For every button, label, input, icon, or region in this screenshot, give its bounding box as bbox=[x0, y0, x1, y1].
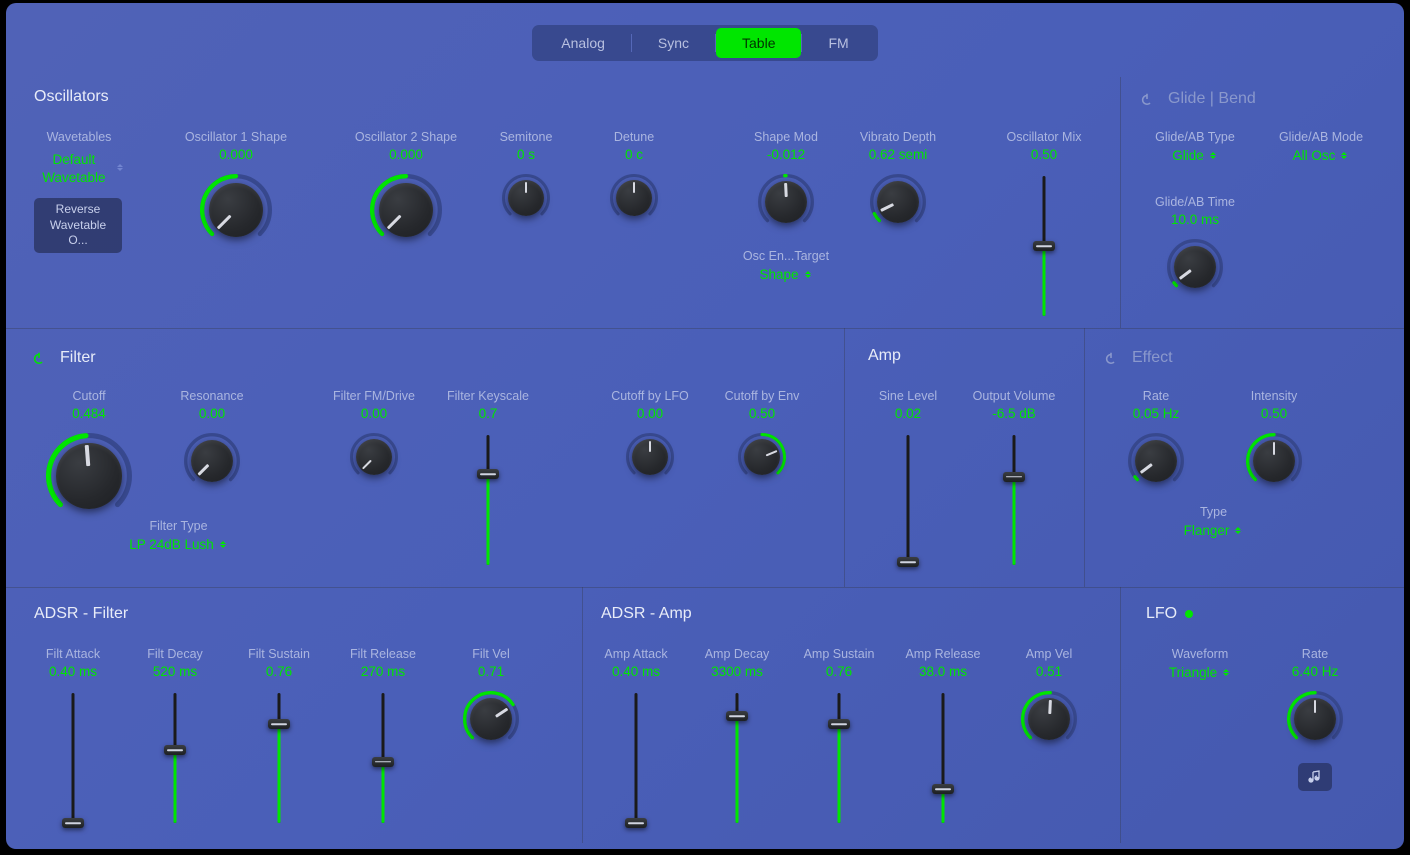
glide-type-select[interactable]: Glide/AB Type Glide bbox=[1140, 130, 1250, 165]
adsr-filter-title: ADSR - Filter bbox=[34, 605, 128, 623]
chevron-updown-icon bbox=[1208, 150, 1218, 162]
glide-power-button[interactable] bbox=[1136, 88, 1158, 110]
chevron-updown-icon bbox=[1339, 150, 1349, 162]
filt-sustain-slider[interactable]: Filt Sustain0.76 bbox=[234, 647, 324, 823]
power-icon bbox=[1104, 351, 1118, 365]
oscillator-mix-slider[interactable]: Oscillator Mix 0.50 bbox=[994, 130, 1094, 316]
oscillators-title: Oscillators bbox=[34, 88, 109, 106]
oscillator-1-shape-knob[interactable]: Oscillator 1 Shape 0.000 bbox=[166, 130, 306, 246]
filter-keyscale-slider[interactable]: Filter Keyscale 0.7 bbox=[438, 389, 538, 565]
tempo-sync-button[interactable] bbox=[1298, 763, 1332, 791]
vibrato-depth-knob[interactable]: Vibrato Depth 0.62 semi bbox=[848, 130, 948, 230]
amp-attack-slider[interactable]: Amp Attack0.40 ms bbox=[591, 647, 681, 823]
tab-group: Analog Sync Table FM bbox=[532, 25, 877, 61]
cutoff-by-lfo-knob[interactable]: Cutoff by LFO 0.00 bbox=[600, 389, 700, 481]
divider-v-effect bbox=[1084, 328, 1085, 587]
chevron-updown-icon bbox=[1233, 525, 1243, 537]
chevron-updown-icon bbox=[803, 269, 813, 281]
reverse-wavetable-button[interactable]: Reverse Wavetable O... bbox=[34, 198, 122, 253]
glide-mode-select[interactable]: Glide/AB Mode All Osc bbox=[1261, 130, 1381, 165]
tab-fm[interactable]: FM bbox=[802, 28, 874, 58]
filter-power-button[interactable] bbox=[28, 347, 50, 369]
divider-v-glide bbox=[1120, 77, 1121, 328]
divider-v-lfo bbox=[1120, 587, 1121, 843]
wavetables-value: Default Wavetable bbox=[34, 151, 114, 186]
power-icon bbox=[1140, 92, 1154, 106]
amp-sustain-slider[interactable]: Amp Sustain0.76 bbox=[794, 647, 884, 823]
lfo-waveform-select[interactable]: Waveform Triangle bbox=[1140, 647, 1260, 682]
adsr-amp-title: ADSR - Amp bbox=[601, 605, 692, 623]
filter-header: Filter bbox=[28, 347, 96, 369]
wavetables-select[interactable]: Wavetables Default Wavetable bbox=[34, 130, 124, 186]
amp-vel-knob[interactable]: Amp Vel0.51 bbox=[1004, 647, 1094, 747]
divider-h1 bbox=[6, 328, 1404, 329]
filt-release-slider[interactable]: Filt Release270 ms bbox=[338, 647, 428, 823]
divider-h2 bbox=[6, 587, 1404, 588]
amp-release-slider[interactable]: Amp Release38.0 ms bbox=[898, 647, 988, 823]
sine-level-slider[interactable]: Sine Level 0.02 bbox=[858, 389, 958, 565]
output-volume-slider[interactable]: Output Volume -6.5 dB bbox=[964, 389, 1064, 565]
filt-attack-slider[interactable]: Filt Attack0.40 ms bbox=[28, 647, 118, 823]
effect-intensity-knob[interactable]: Intensity 0.50 bbox=[1224, 389, 1324, 489]
synth-panel: Analog Sync Table FM Oscillators Wavetab… bbox=[6, 3, 1404, 849]
divider-v-amp bbox=[844, 328, 845, 587]
power-icon bbox=[32, 351, 46, 365]
lfo-active-dot bbox=[1185, 610, 1193, 618]
cutoff-knob[interactable]: Cutoff 0.484 bbox=[34, 389, 144, 519]
filt-decay-slider[interactable]: Filt Decay520 ms bbox=[130, 647, 220, 823]
note-icon bbox=[1308, 770, 1322, 784]
chevron-updown-icon bbox=[117, 161, 124, 173]
detune-knob[interactable]: Detune 0 c bbox=[594, 130, 674, 222]
shape-mod-knob[interactable]: Shape Mod -0.012 bbox=[736, 130, 836, 230]
effect-power-button[interactable] bbox=[1100, 347, 1122, 369]
cutoff-by-env-knob[interactable]: Cutoff by Env 0.50 bbox=[712, 389, 812, 481]
amp-title: Amp bbox=[868, 347, 901, 365]
tab-analog[interactable]: Analog bbox=[535, 28, 631, 58]
chevron-updown-icon bbox=[1221, 667, 1231, 679]
amp-decay-slider[interactable]: Amp Decay3300 ms bbox=[692, 647, 782, 823]
glide-time-knob[interactable]: Glide/AB Time 10.0 ms bbox=[1140, 195, 1250, 295]
filter-fm-drive-knob[interactable]: Filter FM/Drive 0.00 bbox=[324, 389, 424, 481]
lfo-title: LFO bbox=[1146, 605, 1193, 623]
effect-header: Effect bbox=[1100, 347, 1173, 369]
wavetables-label: Wavetables bbox=[34, 130, 124, 144]
filt-vel-knob[interactable]: Filt Vel0.71 bbox=[446, 647, 536, 747]
divider-v-adsramp bbox=[582, 587, 583, 843]
glide-header: Glide | Bend bbox=[1136, 88, 1256, 110]
resonance-knob[interactable]: Resonance 0.00 bbox=[162, 389, 262, 489]
lfo-rate-knob[interactable]: Rate6.40 Hz bbox=[1270, 647, 1360, 747]
oscillator-mode-tabs: Analog Sync Table FM bbox=[6, 3, 1404, 61]
effect-rate-knob[interactable]: Rate 0.05 Hz bbox=[1106, 389, 1206, 489]
osc-env-target-select[interactable]: Osc En...Target Shape bbox=[726, 249, 846, 284]
semitone-knob[interactable]: Semitone 0 s bbox=[486, 130, 566, 222]
tab-table[interactable]: Table bbox=[716, 28, 801, 58]
effect-type-select[interactable]: Type Flanger bbox=[1136, 505, 1291, 540]
tab-sync[interactable]: Sync bbox=[632, 28, 715, 58]
filter-type-select[interactable]: Filter Type LP 24dB Lush bbox=[106, 519, 251, 554]
oscillator-2-shape-knob[interactable]: Oscillator 2 Shape 0.000 bbox=[336, 130, 476, 246]
chevron-updown-icon bbox=[218, 539, 228, 551]
